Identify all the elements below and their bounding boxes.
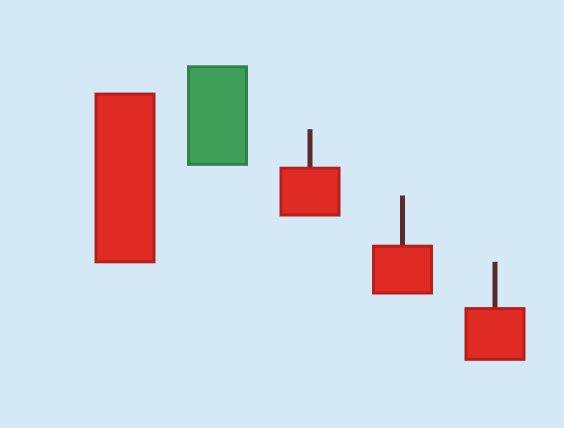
candle-4-upper-wick: [400, 195, 405, 247]
candle-5-upper-wick: [492, 261, 498, 309]
candle-3-body: [279, 166, 341, 217]
candle-4: [372, 195, 433, 295]
candle-5: [464, 261, 526, 361]
candle-2: [187, 65, 248, 166]
candle-3: [279, 129, 341, 217]
candle-1-body: [94, 92, 156, 264]
candles-layer: [94, 65, 526, 361]
candle-5-body: [464, 307, 526, 361]
candle-4-body: [372, 244, 433, 295]
candle-1: [94, 92, 156, 264]
candle-2-body: [187, 65, 248, 166]
candle-3-upper-wick: [307, 129, 313, 169]
